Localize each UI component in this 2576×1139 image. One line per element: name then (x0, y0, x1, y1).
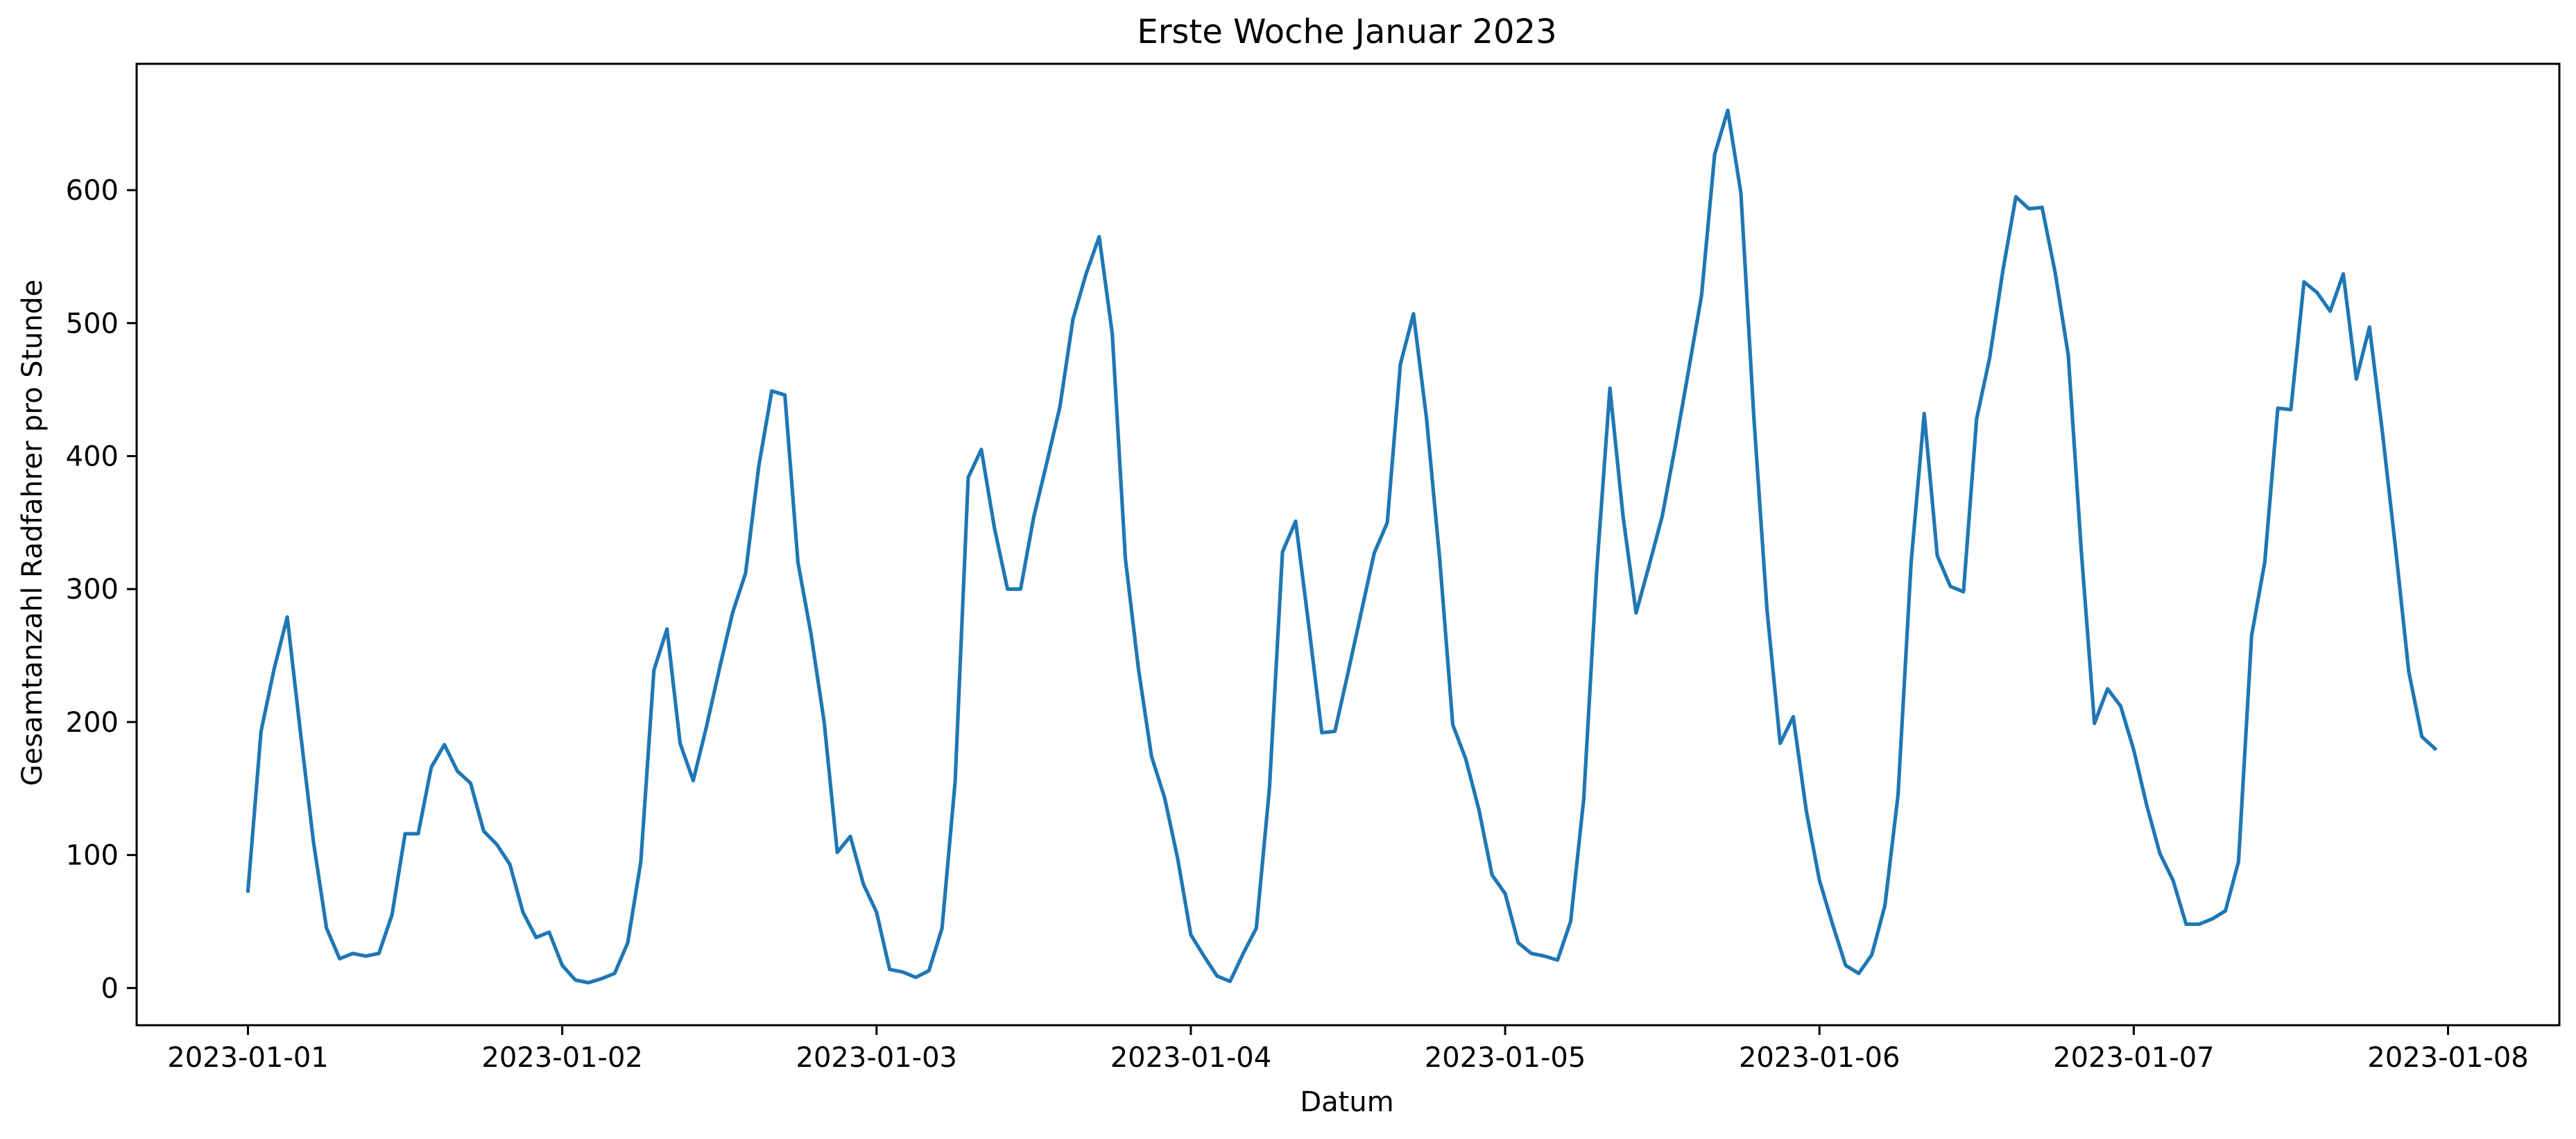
y-tick-label: 500 (66, 308, 119, 340)
y-tick-label: 0 (101, 973, 119, 1004)
plot-area: 2023-01-01 2023-01-02 2023-01-03 2023-01-04… (66, 62, 2561, 1074)
y-tick-label: 600 (66, 175, 119, 207)
chart-title: Erste Woche Januar 2023 (1137, 12, 1556, 51)
axes-frame (135, 62, 2561, 1027)
x-tick-label: 2023-01-03 (796, 1042, 957, 1074)
x-tick-label: 2023-01-04 (1110, 1042, 1271, 1074)
series-line-1 (246, 108, 2438, 985)
x-axis-label: Datum (1300, 1086, 1393, 1118)
y-axis-label: Gesamtanzahl Radfahrer pro Stunde (17, 280, 49, 786)
x-tick-label: 2023-01-08 (2367, 1042, 2528, 1074)
x-tick-label: 2023-01-01 (167, 1042, 328, 1074)
y-tick-label: 400 (66, 441, 119, 473)
y-tick-label: 100 (66, 840, 119, 872)
y-tick-label: 300 (66, 574, 119, 606)
x-tick-label: 2023-01-07 (2053, 1042, 2214, 1074)
y-tick-label: 200 (66, 707, 119, 739)
x-tick-label: 2023-01-06 (1739, 1042, 1900, 1074)
x-tick-label: 2023-01-02 (481, 1042, 642, 1074)
x-tick-label: 2023-01-05 (1425, 1042, 1586, 1074)
